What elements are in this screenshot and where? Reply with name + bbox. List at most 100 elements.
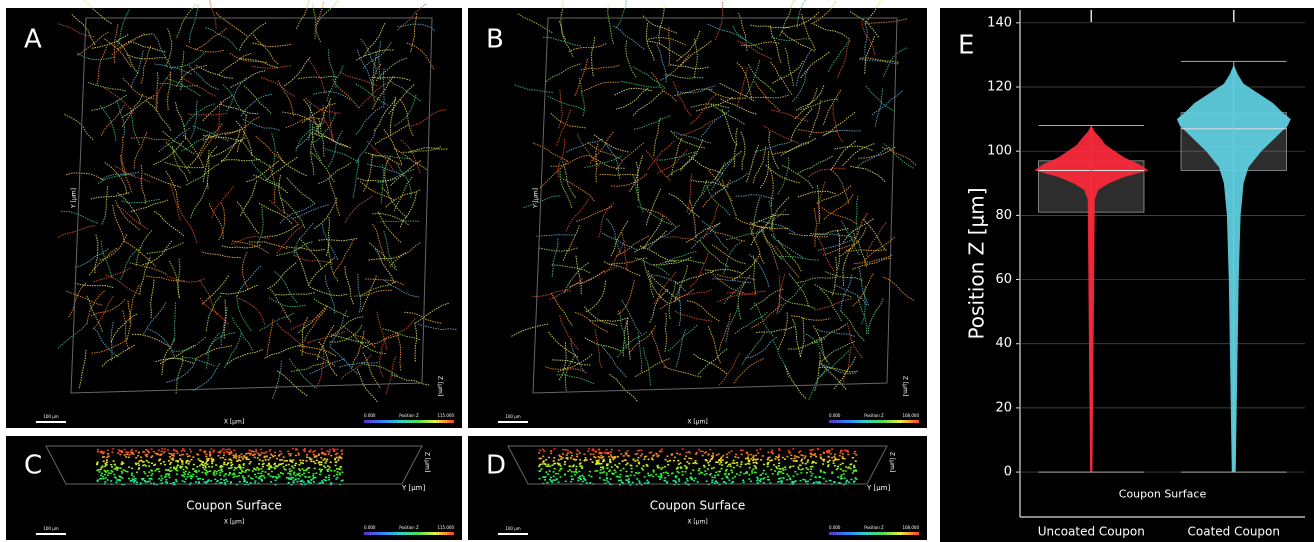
- filament: [882, 46, 909, 78]
- filament: [274, 271, 299, 304]
- cell: [254, 469, 257, 471]
- filament: [89, 192, 130, 200]
- filament: [326, 65, 344, 102]
- cell: [772, 452, 774, 455]
- cell: [746, 472, 749, 474]
- cell: [827, 465, 829, 468]
- cell: [600, 452, 603, 454]
- cell: [819, 454, 822, 456]
- filament: [777, 311, 788, 350]
- filament: [839, 309, 865, 342]
- cell: [794, 471, 797, 473]
- cell: [255, 448, 258, 451]
- cell: [748, 463, 751, 465]
- cell: [226, 451, 229, 453]
- filament: [153, 139, 185, 166]
- cell: [806, 472, 808, 474]
- cell: [667, 474, 670, 477]
- cell: [198, 464, 201, 467]
- cell: [607, 451, 610, 454]
- cell: [219, 467, 222, 469]
- cell: [756, 458, 759, 460]
- cell: [750, 480, 752, 483]
- filament: [829, 140, 857, 172]
- cell: [666, 472, 669, 474]
- filament: [389, 241, 422, 267]
- cell: [115, 466, 118, 468]
- cell: [610, 454, 612, 456]
- cell: [166, 481, 168, 484]
- cell: [203, 451, 206, 454]
- filament: [858, 266, 870, 306]
- filament: [393, 94, 417, 127]
- cell: [736, 464, 739, 467]
- cell: [624, 452, 627, 454]
- cell: [119, 479, 122, 481]
- filament: [735, 194, 776, 200]
- cell: [815, 455, 818, 458]
- cell: [594, 456, 597, 459]
- filament: [104, 162, 128, 195]
- y-axis-label: Y [µm]: [533, 188, 540, 209]
- filament: [100, 104, 125, 137]
- cell: [838, 455, 841, 457]
- filament: [126, 299, 132, 340]
- z-axis-label: Z [µm]: [437, 376, 444, 396]
- filament: [651, 71, 678, 103]
- cell: [559, 465, 562, 467]
- filament: [537, 247, 578, 252]
- cell: [145, 455, 148, 458]
- cell: [645, 455, 648, 458]
- filament: [356, 49, 395, 61]
- cell: [580, 478, 582, 481]
- cell: [726, 465, 729, 467]
- cell: [801, 468, 804, 470]
- filament: [383, 229, 397, 268]
- filament: [362, 334, 401, 349]
- filament: [658, 288, 694, 310]
- filament: [573, 311, 609, 333]
- cell: [583, 477, 586, 480]
- cell: [827, 455, 830, 458]
- cell: [646, 465, 649, 467]
- cell: [786, 473, 789, 475]
- cell: [205, 453, 208, 456]
- cell: [576, 449, 579, 451]
- cell: [840, 477, 843, 480]
- cell: [727, 473, 730, 475]
- filament: [771, 60, 804, 85]
- cell: [602, 456, 605, 458]
- cell: [161, 477, 164, 480]
- cell: [297, 454, 300, 456]
- cell: [338, 457, 340, 459]
- cell: [307, 476, 310, 479]
- cell: [634, 453, 637, 455]
- filament: [269, 199, 301, 226]
- cell: [746, 462, 749, 465]
- cell: [268, 450, 271, 452]
- cell: [235, 467, 238, 469]
- cell: [768, 456, 771, 459]
- filament: [318, 161, 353, 185]
- cell: [602, 468, 605, 470]
- cell: [698, 473, 701, 475]
- filament: [645, 188, 661, 227]
- cell: [318, 454, 320, 456]
- cell: [731, 471, 734, 474]
- cell: [548, 478, 551, 481]
- filament: [92, 326, 119, 358]
- filament: [257, 202, 293, 224]
- cell: [819, 471, 822, 473]
- filament: [211, 185, 235, 219]
- filament: [116, 8, 131, 47]
- filament: [351, 330, 365, 369]
- cell: [647, 458, 650, 461]
- cell: [153, 464, 156, 466]
- cell: [800, 460, 803, 462]
- cell: [309, 451, 312, 453]
- cell: [686, 461, 689, 463]
- cell: [132, 475, 135, 478]
- filament: [286, 246, 326, 251]
- filament: [544, 63, 581, 83]
- cell: [655, 473, 658, 476]
